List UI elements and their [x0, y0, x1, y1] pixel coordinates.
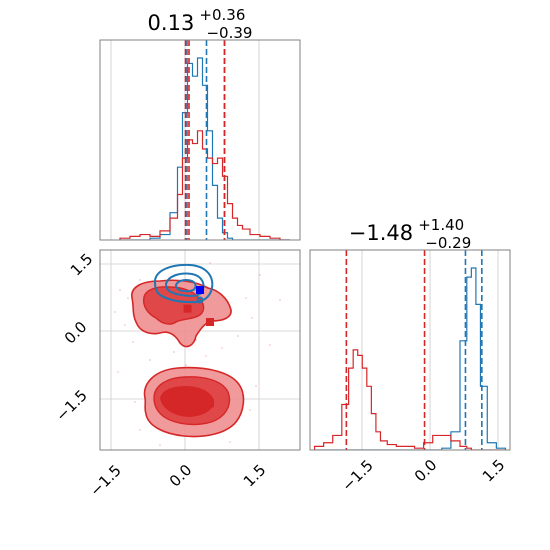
hist-right-title-value: −1.48: [349, 221, 413, 245]
hist-right-xtick-1: −1.5: [338, 456, 376, 494]
hist-top-frame: [99, 39, 301, 241]
panel-contour: 1.5 0.0 −1.5 −1.5 0.0 1.5: [52, 249, 301, 500]
hist-top-title-minus: −0.39: [206, 24, 252, 42]
hist-right-title: −1.48 +1.40 −0.29: [349, 215, 471, 252]
panel-hist-top: 0.13 +0.36 −0.39: [99, 5, 301, 241]
hist-right-marks: [313, 250, 507, 450]
hist-top-marks: [119, 40, 290, 240]
hist-right-xtick-2: 0.0: [411, 456, 441, 486]
hist-right-grid: [361, 250, 499, 450]
panel-hist-right: −1.48 +1.40 −0.29 −1.5 0.0 1.5: [309, 215, 511, 495]
contour-marker-2: [206, 318, 214, 326]
hist-top-title-plus: +0.36: [199, 6, 245, 24]
hist-right-series-0: [314, 267, 507, 450]
contour-marker-3: [206, 399, 214, 408]
contour-marker-0: [196, 286, 204, 294]
hist-top-title: 0.13 +0.36 −0.39: [148, 5, 253, 42]
hist-right-title-plus: +1.40: [418, 216, 464, 234]
hist-right-series-1: [313, 349, 506, 450]
hist-right-xtick-3: 1.5: [479, 456, 509, 486]
hist-top-series-1: [119, 130, 290, 240]
contour-xtick-2: 0.0: [166, 461, 196, 491]
contour-ytick-2: 0.0: [61, 318, 91, 348]
contour-y-ticks: 1.5 0.0 −1.5: [52, 250, 96, 425]
hist-right-x-ticks: −1.5 0.0 1.5: [338, 456, 508, 495]
contour-scatter-points: [114, 262, 281, 446]
contour-x-ticks: −1.5 0.0 1.5: [86, 461, 269, 500]
hist-right-title-minus: −0.29: [425, 234, 471, 252]
hist-top-series-0: [120, 57, 290, 240]
contour-xtick-3: 1.5: [240, 461, 270, 491]
contour-frame: [99, 249, 301, 451]
contour-markers: [183, 286, 214, 408]
contour-marker-1: [183, 304, 192, 313]
contour-xtick-1: −1.5: [86, 461, 124, 499]
hist-top-title-value: 0.13: [148, 11, 195, 35]
hist-right-frame: [309, 249, 511, 451]
contour-ytick-1: 1.5: [67, 250, 97, 280]
contour-ytick-3: −1.5: [52, 386, 90, 424]
contour-red-lower: [143, 366, 245, 438]
